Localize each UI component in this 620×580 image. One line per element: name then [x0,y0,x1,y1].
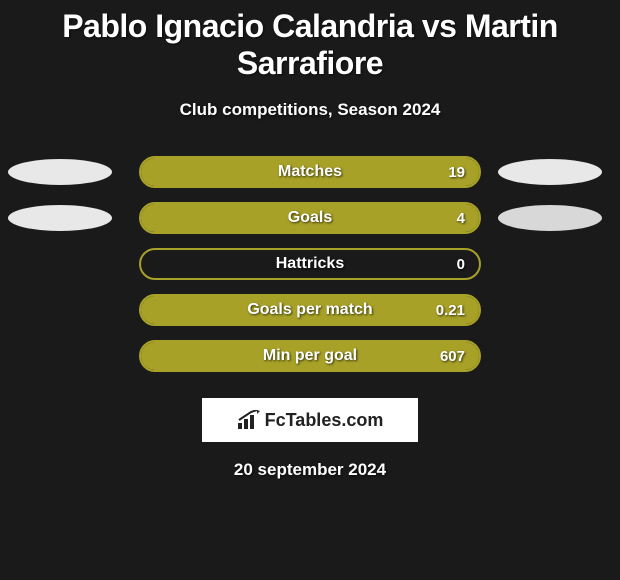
stat-bar: Min per goal607 [139,340,481,372]
comparison-card: Pablo Ignacio Calandria vs Martin Sarraf… [0,0,620,480]
subtitle: Club competitions, Season 2024 [0,100,620,120]
stat-value: 19 [448,164,465,181]
brand-text: FcTables.com [265,410,384,431]
left-ellipse [8,159,112,185]
stat-value: 0 [457,256,465,273]
stat-label: Goals [141,209,479,227]
stat-label: Min per goal [141,347,479,365]
chart-icon [237,410,261,430]
stat-row: Hattricks0 [0,248,620,280]
stats-list: Matches19 Goals4 Hattricks0 Goals per match… [0,156,620,372]
stat-value: 607 [440,348,465,365]
brand-badge[interactable]: FcTables.com [202,398,418,442]
page-title: Pablo Ignacio Calandria vs Martin Sarraf… [0,8,620,82]
stat-label: Goals per match [141,301,479,319]
stat-value: 4 [457,210,465,227]
right-ellipse [498,205,602,231]
left-ellipse [8,205,112,231]
stat-row: Matches19 [0,156,620,188]
date-label: 20 september 2024 [0,460,620,480]
stat-bar: Goals4 [139,202,481,234]
stat-bar: Goals per match0.21 [139,294,481,326]
stat-value: 0.21 [436,302,465,319]
stat-label: Hattricks [141,255,479,273]
stat-row: Goals per match0.21 [0,294,620,326]
stat-label: Matches [141,163,479,181]
stat-row: Min per goal607 [0,340,620,372]
stat-bar: Matches19 [139,156,481,188]
stat-row: Goals4 [0,202,620,234]
stat-bar: Hattricks0 [139,248,481,280]
right-ellipse [498,159,602,185]
